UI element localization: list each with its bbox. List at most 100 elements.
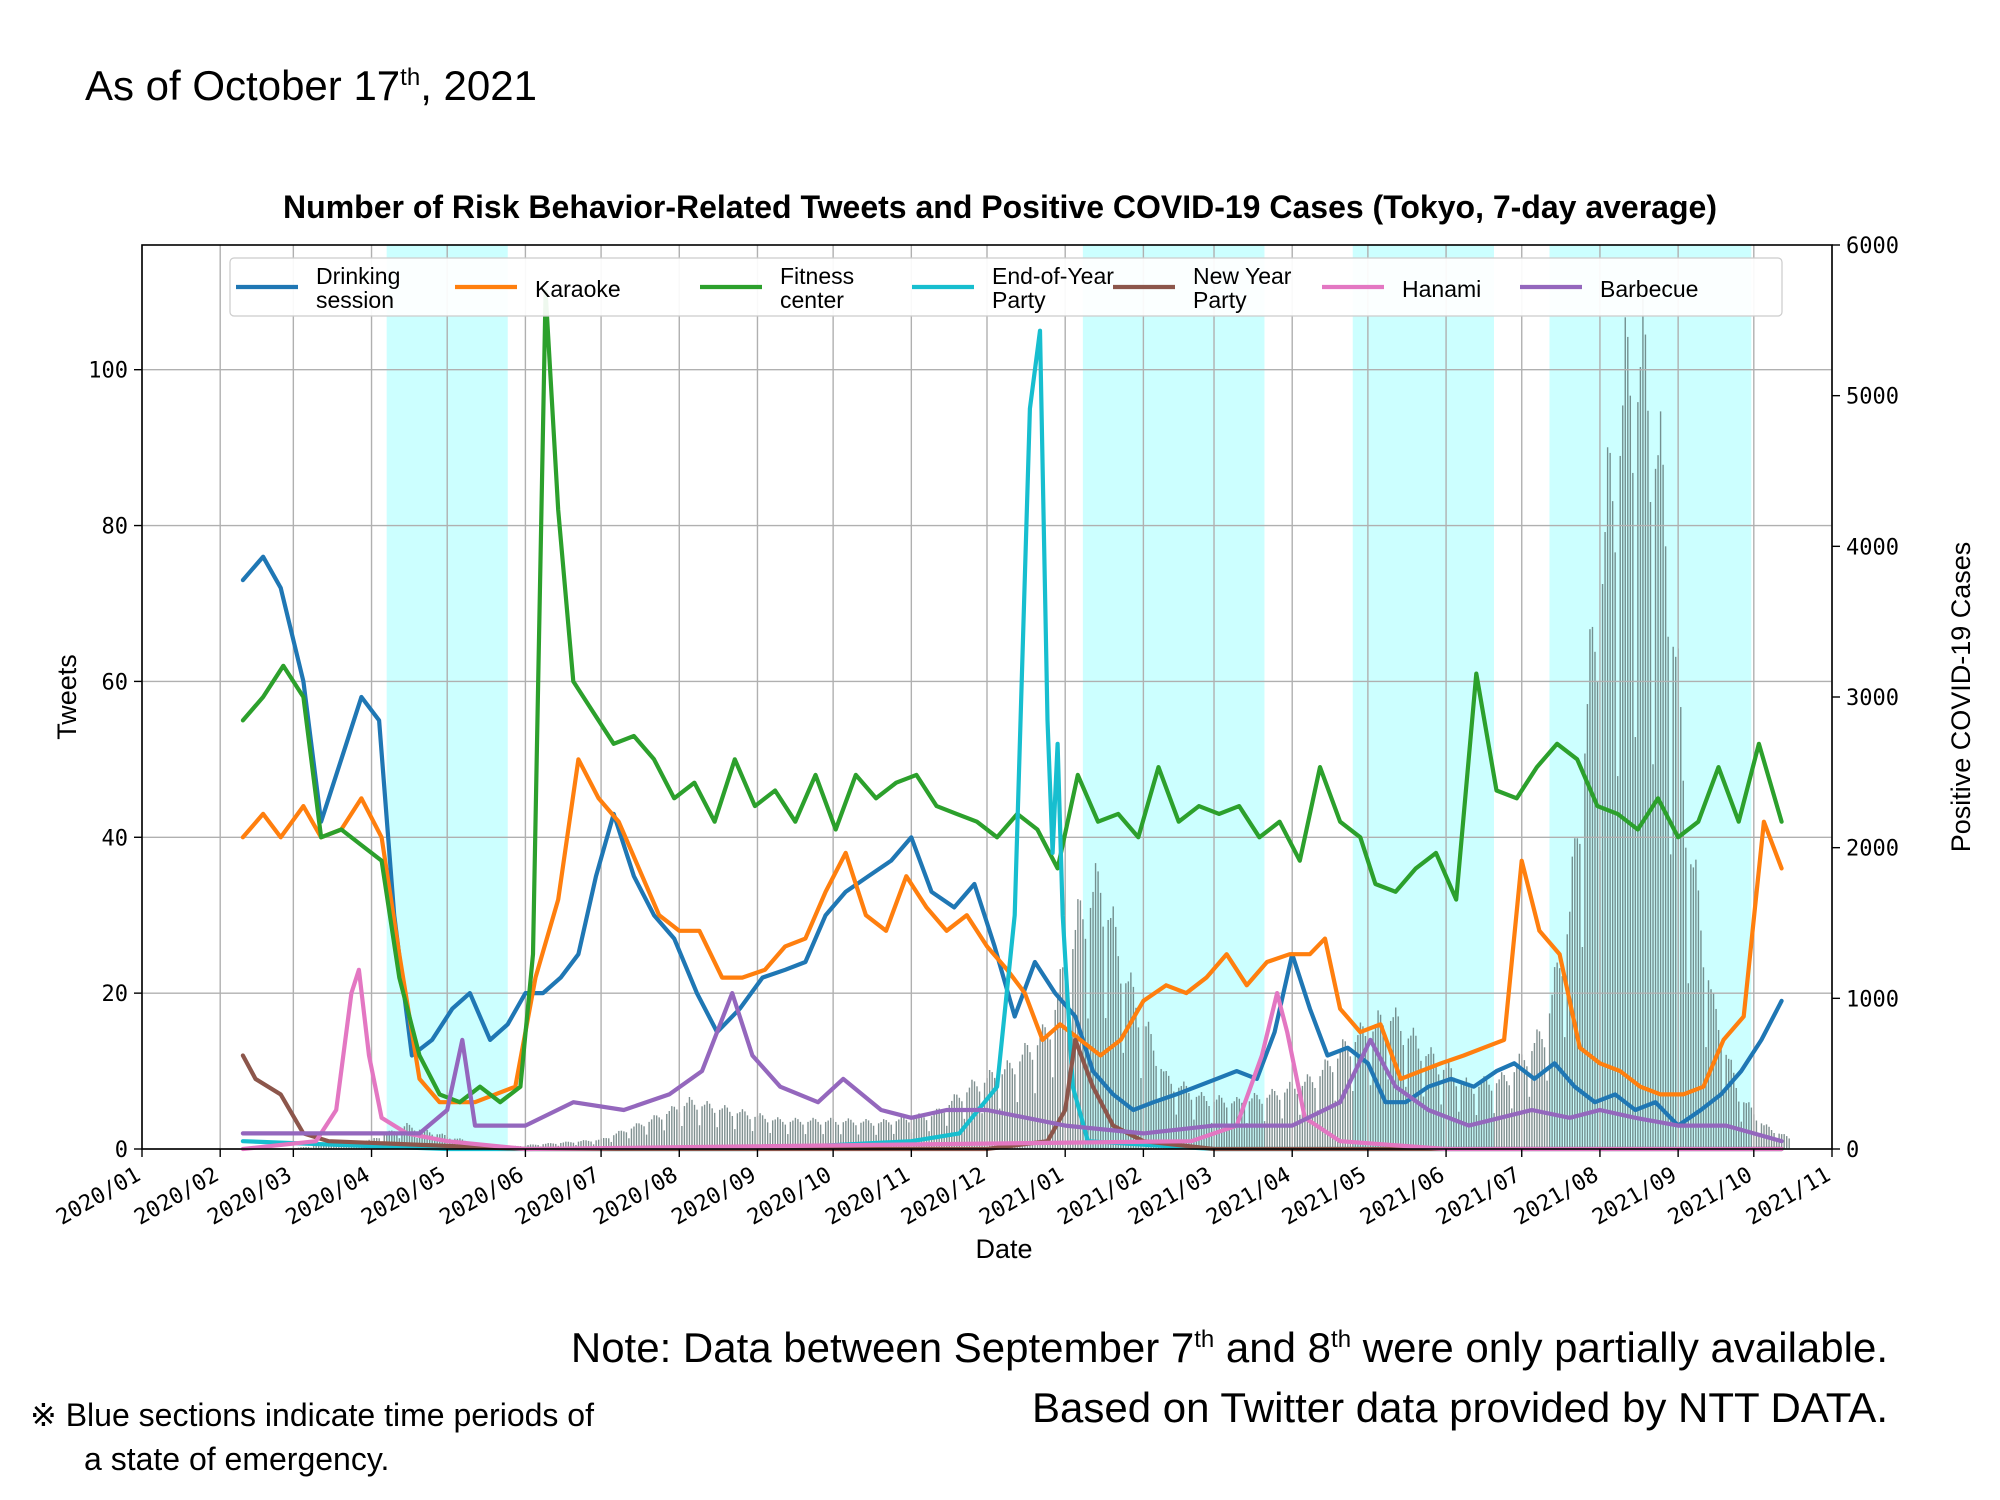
cases-bar <box>1359 1022 1362 1149</box>
x-tick-label: 2020/07 <box>511 1163 604 1231</box>
cases-bar <box>1473 1093 1475 1149</box>
cases-bar <box>845 1120 847 1149</box>
cases-bar <box>948 1105 950 1149</box>
cases-bar <box>1596 681 1599 1149</box>
cases-bar <box>1405 1086 1407 1149</box>
cases-bar <box>1198 1095 1200 1149</box>
cases-bar <box>1316 1110 1319 1149</box>
cases-bar <box>1046 1036 1049 1149</box>
cases-bar <box>1029 1052 1031 1149</box>
cases-bar <box>1785 1136 1788 1149</box>
cases-bar <box>1057 993 1059 1149</box>
x-tick-label: 2020/05 <box>357 1163 450 1231</box>
cases-bar <box>862 1121 865 1149</box>
cases-bar <box>1702 967 1705 1149</box>
cases-bar <box>1389 1020 1392 1149</box>
cases-bar <box>567 1141 570 1149</box>
cases-bar <box>1564 1037 1566 1149</box>
cases-bar <box>857 1134 860 1149</box>
cases-bar <box>655 1115 658 1149</box>
cases-bar <box>630 1128 633 1149</box>
cases-bar <box>396 1132 398 1149</box>
cases-bar <box>1687 983 1690 1149</box>
cases-bar <box>562 1142 565 1149</box>
cases-bar <box>1712 993 1715 1149</box>
cases-bar <box>1450 1068 1452 1149</box>
cases-bar <box>1611 501 1614 1150</box>
cases-bar <box>595 1140 597 1149</box>
cases-bar <box>1649 501 1652 1150</box>
cases-bar <box>572 1142 575 1149</box>
cases-bar <box>764 1118 766 1149</box>
cases-bar <box>1294 1088 1296 1149</box>
cases-bar <box>1094 863 1097 1149</box>
cases-bar <box>640 1124 643 1149</box>
y2-axis-label: Positive COVID-19 Cases <box>1946 542 1976 853</box>
cases-bar <box>1566 934 1568 1149</box>
cases-bar <box>847 1118 850 1149</box>
cases-bar <box>1619 455 1621 1149</box>
cases-bar <box>431 1134 433 1149</box>
cases-bar <box>1157 1101 1160 1149</box>
cases-bar <box>1112 906 1114 1149</box>
cases-bar <box>1246 1123 1248 1149</box>
footnote-line-1: Blue sections indicate time periods of <box>65 1397 594 1433</box>
cases-bar <box>1500 1072 1503 1149</box>
cases-bar <box>602 1138 605 1149</box>
cases-bar <box>1170 1083 1172 1149</box>
cases-bar <box>774 1119 776 1149</box>
cases-bar <box>610 1141 612 1149</box>
cases-bar <box>1273 1090 1276 1149</box>
y-tick-label: 40 <box>102 826 129 851</box>
cases-bar <box>1193 1119 1195 1149</box>
cases-bar <box>882 1119 885 1149</box>
cases-bar <box>686 1102 688 1149</box>
cases-bar <box>1299 1114 1301 1149</box>
cases-bar <box>393 1131 396 1149</box>
cases-bar <box>1727 1058 1730 1149</box>
cases-bar <box>542 1144 544 1149</box>
cases-bar <box>824 1121 827 1149</box>
cases-bar <box>1558 968 1561 1149</box>
cases-bar <box>1601 584 1604 1149</box>
cases-bar <box>391 1130 393 1149</box>
cases-bar <box>1009 1062 1011 1149</box>
cases-bar <box>1637 402 1639 1150</box>
cases-bar <box>1289 1081 1291 1149</box>
cases-bar <box>1115 926 1117 1149</box>
cases-bar <box>587 1140 590 1149</box>
cases-bar <box>1284 1092 1286 1149</box>
cases-bar <box>925 1120 928 1149</box>
cases-bar <box>625 1132 628 1149</box>
cases-bar <box>1417 1048 1420 1149</box>
cases-bar <box>1513 1072 1515 1149</box>
cases-bar <box>769 1132 771 1149</box>
cases-bar <box>411 1127 413 1149</box>
x-tick-label: 2020/06 <box>436 1163 529 1231</box>
cases-bar <box>317 1145 320 1149</box>
cases-bar <box>1379 1014 1382 1149</box>
cases-bar <box>1347 1048 1349 1149</box>
cases-bar <box>1036 1045 1039 1149</box>
legend-label: Hanami <box>1402 276 1481 302</box>
x-tick-label: 2020/08 <box>589 1163 682 1231</box>
cases-bar <box>1120 983 1122 1149</box>
cases-bar <box>1014 1074 1016 1149</box>
cases-bar <box>1173 1091 1175 1149</box>
chart-title: Number of Risk Behavior-Related Tweets a… <box>283 189 1717 225</box>
cases-bar <box>1440 1104 1442 1149</box>
cases-bar <box>1044 1027 1046 1149</box>
cases-bar <box>1569 911 1571 1149</box>
cases-bar <box>943 1112 945 1149</box>
y-tick-label: 0 <box>115 1138 128 1163</box>
cases-bar <box>698 1125 701 1149</box>
cases-bar <box>1680 707 1682 1149</box>
cases-bar <box>1609 452 1611 1149</box>
legend-box <box>229 257 1783 317</box>
cases-bar <box>1024 1042 1026 1149</box>
cases-bar <box>1059 969 1061 1149</box>
cases-bar <box>1026 1045 1029 1149</box>
cases-bar <box>1589 629 1591 1149</box>
cases-bar <box>1125 983 1127 1149</box>
cases-bar <box>726 1107 728 1149</box>
